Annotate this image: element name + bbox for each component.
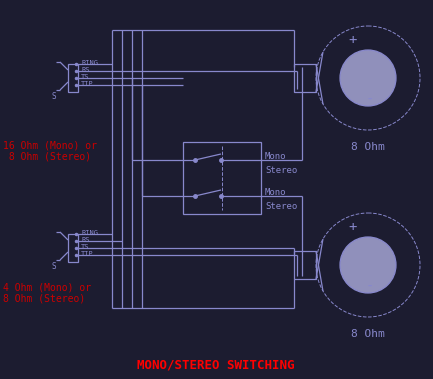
- Text: 8 Ohm: 8 Ohm: [351, 329, 385, 339]
- Text: 16 Ohm (Mono) or
 8 Ohm (Stereo): 16 Ohm (Mono) or 8 Ohm (Stereo): [3, 140, 97, 161]
- Bar: [294, 251, 316, 279]
- Text: RS: RS: [81, 67, 90, 73]
- Text: TIP: TIP: [81, 81, 94, 87]
- Text: Mono: Mono: [265, 152, 287, 161]
- Text: MONO/STEREO SWITCHING: MONO/STEREO SWITCHING: [137, 358, 295, 371]
- Text: RING: RING: [81, 60, 98, 66]
- Text: +: +: [349, 33, 357, 47]
- Bar: [68, 64, 78, 92]
- Text: RING: RING: [81, 230, 98, 236]
- Text: -: -: [366, 93, 374, 107]
- Text: S: S: [52, 92, 56, 101]
- Text: S: S: [52, 262, 56, 271]
- Circle shape: [340, 237, 396, 293]
- Text: Stereo: Stereo: [265, 202, 297, 211]
- Text: +: +: [349, 220, 357, 234]
- Bar: [68, 234, 78, 262]
- Text: 4 Ohm (Mono) or
8 Ohm (Stereo): 4 Ohm (Mono) or 8 Ohm (Stereo): [3, 282, 91, 304]
- Text: TIP: TIP: [81, 251, 94, 257]
- Bar: [294, 64, 316, 92]
- Text: 8 Ohm: 8 Ohm: [351, 142, 385, 152]
- Bar: [183, 142, 261, 214]
- Text: TS: TS: [81, 74, 90, 80]
- Text: -: -: [366, 280, 374, 294]
- Text: RS: RS: [81, 237, 90, 243]
- Circle shape: [340, 50, 396, 106]
- Text: Stereo: Stereo: [265, 166, 297, 175]
- Text: TS: TS: [81, 244, 90, 250]
- Text: Mono: Mono: [265, 188, 287, 197]
